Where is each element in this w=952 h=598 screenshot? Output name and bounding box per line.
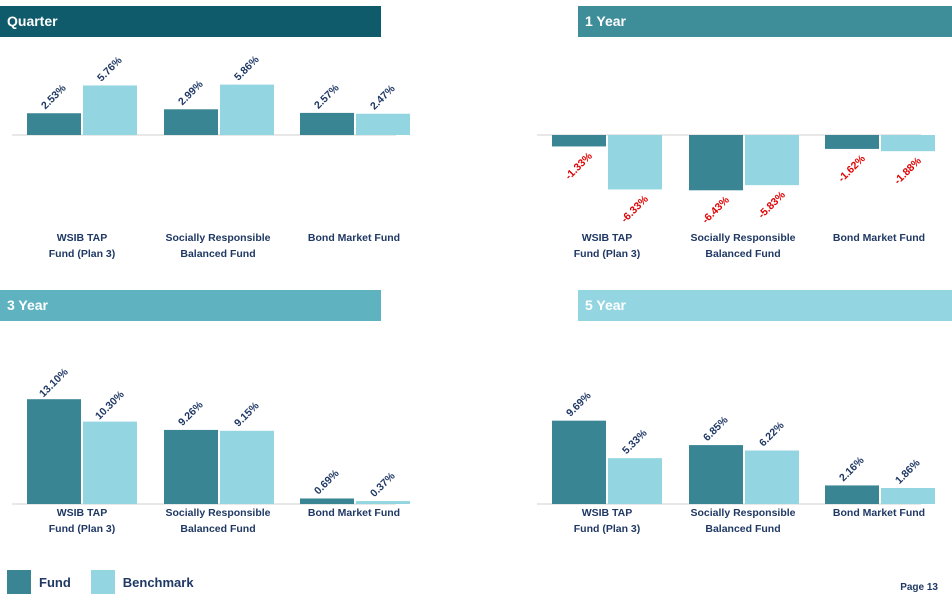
quarter-banner: Quarter (0, 6, 381, 37)
fund-bar (825, 135, 879, 149)
category-label: Bond Market Fund (833, 507, 925, 519)
fund-bar (300, 112, 354, 135)
category-label: WSIB TAP (57, 507, 108, 519)
fund-swatch (7, 570, 31, 594)
benchmark-legend-label: Benchmark (122, 574, 194, 590)
value-label: 9.26% (176, 399, 206, 429)
fund-bar (27, 399, 81, 504)
quarter-chart: 2.53% 2.99% 2.57% 5.76% 5.86% 2.47% WSIB TAP Fu… (12, 53, 410, 260)
value-label: 9.15% (232, 399, 262, 429)
one-year-chart: -1.33% -6.43% -1.62% -6.33% -5.83% -1.88% WSIB… (537, 134, 935, 260)
value-label: 9.69% (564, 389, 594, 419)
five-year-banner: 5 Year (578, 290, 952, 321)
category-label: Balanced Fund (705, 248, 780, 260)
category-label: Balanced Fund (180, 248, 255, 260)
fund-bar (689, 445, 743, 504)
value-label: -1.62% (836, 152, 868, 184)
quarter-title: Quarter (7, 13, 58, 29)
value-label: 5.86% (232, 53, 262, 83)
fund-bar (300, 498, 354, 504)
value-label: 0.69% (312, 467, 342, 497)
one-year-title: 1 Year (585, 13, 627, 29)
benchmark-bar (881, 135, 935, 152)
category-label: Bond Market Fund (308, 232, 400, 244)
value-label: -5.83% (756, 189, 788, 221)
category-label: Bond Market Fund (308, 507, 400, 519)
value-label: 2.53% (39, 82, 69, 112)
value-label: 2.99% (176, 78, 206, 108)
benchmark-bar (608, 458, 662, 504)
category-label: Bond Market Fund (833, 232, 925, 244)
category-label: Fund (Plan 3) (574, 248, 641, 260)
category-label: Fund (Plan 3) (49, 248, 116, 260)
three-year-chart: 13.10% 9.26% 0.69% 10.30% 9.15% 0.37% WSIB TAP… (12, 366, 410, 535)
one-year-banner: 1 Year (578, 6, 952, 37)
value-label: 10.30% (93, 388, 127, 422)
benchmark-bar (745, 450, 799, 504)
value-label: -1.33% (563, 150, 595, 182)
value-label: 6.22% (757, 419, 787, 449)
benchmark-bar (356, 113, 410, 135)
value-label: -6.33% (619, 193, 651, 225)
benchmark-bar (608, 135, 662, 190)
fund-legend-label: Fund (39, 574, 71, 590)
benchmark-bar (356, 501, 410, 504)
fund-bar (552, 420, 606, 504)
value-label: 0.37% (368, 470, 398, 500)
benchmark-bar (881, 488, 935, 504)
value-label: 6.85% (701, 414, 731, 444)
benchmark-bar (83, 85, 137, 135)
category-label: Socially Responsible (690, 232, 795, 244)
fund-bar (825, 485, 879, 504)
value-label: 5.33% (620, 427, 650, 457)
fund-bar (164, 429, 218, 504)
category-label: Balanced Fund (180, 523, 255, 535)
category-label: Socially Responsible (690, 507, 795, 519)
three-year-banner: 3 Year (0, 290, 381, 321)
category-label: WSIB TAP (57, 232, 108, 244)
value-label: 5.76% (95, 54, 125, 84)
category-label: Balanced Fund (705, 523, 780, 535)
value-label: -1.88% (892, 155, 924, 187)
benchmark-bar (745, 135, 799, 186)
benchmark-swatch (90, 570, 115, 594)
benchmark-bar (83, 421, 137, 504)
fund-bar (27, 113, 81, 135)
value-label: 2.16% (837, 454, 867, 484)
value-label: 2.47% (368, 82, 398, 112)
five-year-title: 5 Year (585, 297, 627, 313)
category-label: Fund (Plan 3) (49, 523, 116, 535)
fund-bar (552, 135, 606, 147)
category-label: Fund (Plan 3) (574, 523, 641, 535)
category-label: WSIB TAP (582, 507, 633, 519)
page-number: Page 13 (900, 582, 938, 593)
benchmark-bar (220, 84, 274, 135)
value-label: 2.57% (312, 82, 342, 112)
value-label: 1.86% (893, 457, 923, 487)
fund-bar (164, 109, 218, 135)
legend: Fund Benchmark (7, 570, 194, 594)
category-label: WSIB TAP (582, 232, 633, 244)
category-label: Socially Responsible (165, 507, 270, 519)
category-label: Socially Responsible (165, 232, 270, 244)
five-year-chart: 9.69% 6.85% 2.16% 5.33% 6.22% 1.86% WSIB TAP Fu… (537, 389, 935, 535)
value-label: -6.43% (700, 194, 732, 226)
three-year-title: 3 Year (7, 297, 49, 313)
fund-bar (689, 135, 743, 191)
benchmark-bar (220, 430, 274, 504)
value-label: 13.10% (37, 366, 71, 400)
